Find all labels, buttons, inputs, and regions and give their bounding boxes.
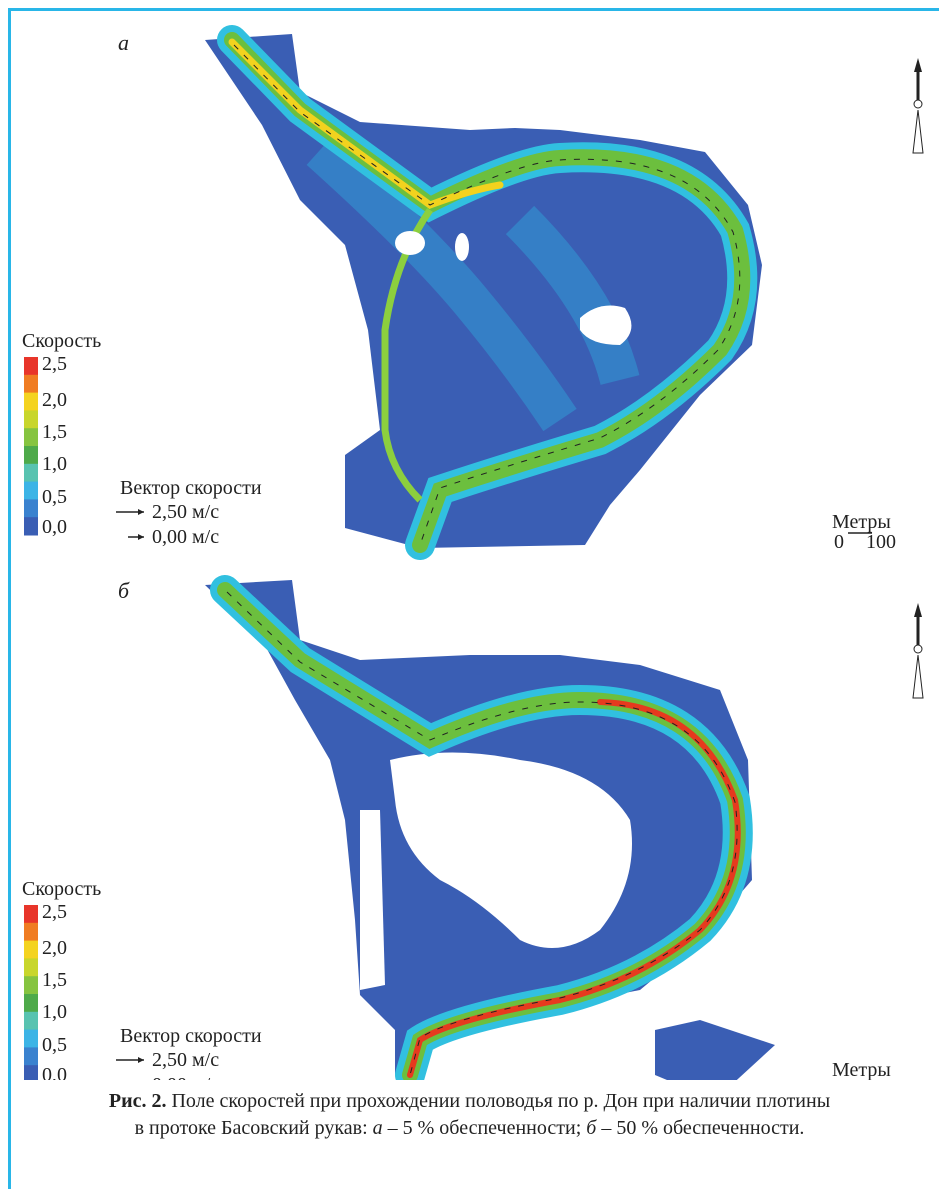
caption-text: – 50 % обеспеченности. [596, 1117, 804, 1139]
caption-mark: б [586, 1117, 596, 1139]
caption-text: Поле скоростей при прохождении половодья… [171, 1090, 830, 1112]
caption-text: в протоке Басовский рукав: [135, 1117, 373, 1139]
caption-label: Рис. 2. [109, 1090, 167, 1112]
caption-text: – 5 % обеспеченности; [383, 1117, 587, 1139]
caption: Рис. 2. Поле скоростей при прохождении п… [40, 1088, 899, 1142]
frame [8, 8, 939, 1189]
page: аСкорость2,52,01,51,00,50,0Вектор скорос… [0, 0, 939, 1189]
caption-mark: а [373, 1117, 383, 1139]
